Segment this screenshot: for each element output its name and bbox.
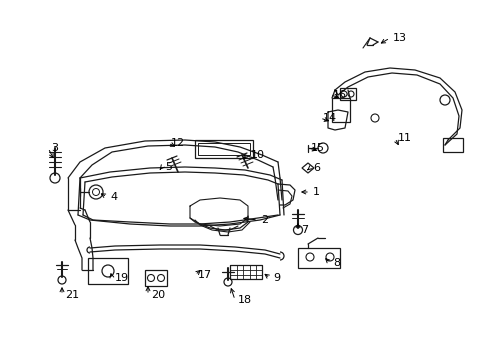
Text: 13: 13 xyxy=(392,33,406,43)
Text: 20: 20 xyxy=(151,290,165,300)
Text: 18: 18 xyxy=(238,295,252,305)
Bar xyxy=(195,140,252,158)
Text: 6: 6 xyxy=(312,163,319,173)
Text: 21: 21 xyxy=(65,290,79,300)
Text: 7: 7 xyxy=(301,225,307,235)
Text: 3: 3 xyxy=(51,143,58,153)
Text: 1: 1 xyxy=(312,187,319,197)
Text: 2: 2 xyxy=(261,215,267,225)
Text: 11: 11 xyxy=(397,133,411,143)
Text: 14: 14 xyxy=(323,113,336,123)
Bar xyxy=(88,258,128,284)
Text: 5: 5 xyxy=(164,162,172,172)
Text: 19: 19 xyxy=(115,273,129,283)
Text: 4: 4 xyxy=(110,192,117,202)
Text: 16: 16 xyxy=(332,90,346,100)
Bar xyxy=(297,248,339,268)
Bar xyxy=(145,270,167,286)
Text: 12: 12 xyxy=(171,138,185,148)
Text: 9: 9 xyxy=(272,273,280,283)
Text: 15: 15 xyxy=(310,143,325,153)
Bar xyxy=(331,98,349,122)
Text: 8: 8 xyxy=(332,258,340,268)
Bar xyxy=(442,138,462,152)
Bar xyxy=(229,265,262,279)
Text: 10: 10 xyxy=(250,150,264,160)
Bar xyxy=(198,143,249,155)
Bar xyxy=(339,88,355,100)
Text: 17: 17 xyxy=(198,270,212,280)
